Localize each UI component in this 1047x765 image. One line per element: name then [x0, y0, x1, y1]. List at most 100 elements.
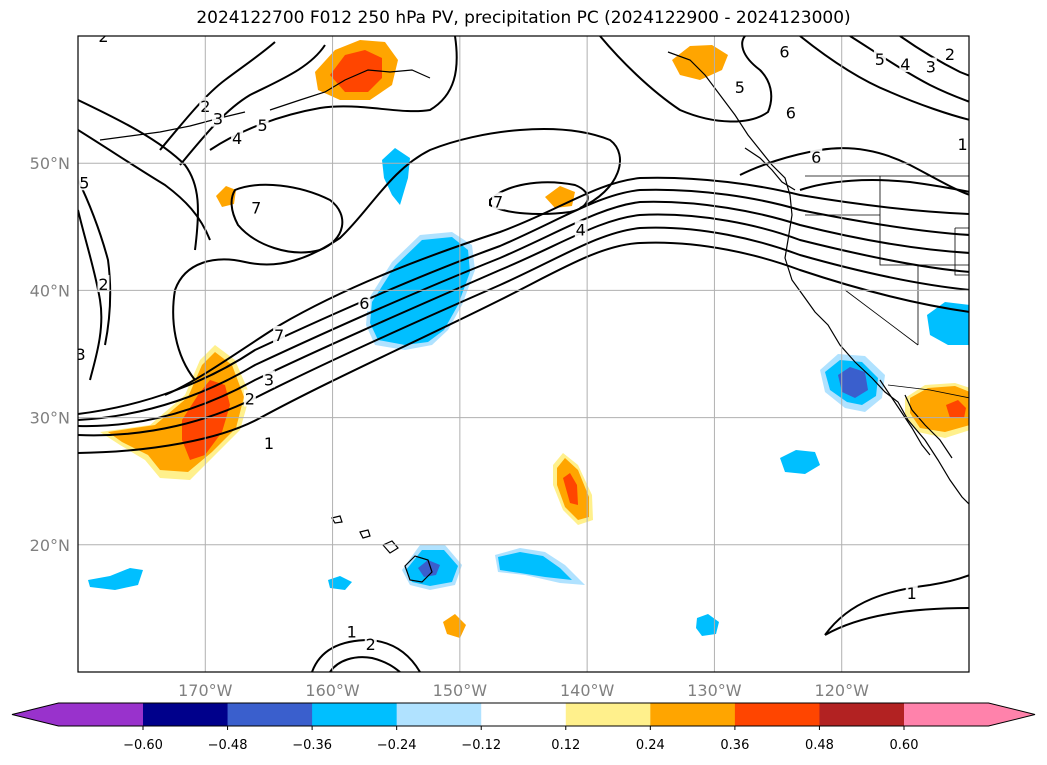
longitude-labels: 170°W 160°W 150°W 140°W 130°W 120°W — [178, 681, 869, 700]
contour-label-bg — [943, 44, 956, 62]
colorbar-tick-label: −0.12 — [461, 738, 501, 753]
baja-california — [879, 379, 931, 456]
pv-contour-se — [824, 574, 969, 636]
contour-label: 1 — [264, 434, 274, 453]
precip-negative-socal-max — [838, 367, 868, 398]
contour-label: 3 — [926, 58, 936, 77]
contour-label-bg — [212, 109, 225, 127]
colorbar-tick-label: −0.48 — [208, 738, 248, 753]
contour-label-bg — [243, 389, 256, 407]
pv-contour-se-2 — [824, 607, 969, 636]
lat-tick-label: 20°N — [30, 536, 70, 555]
contour-label-bg — [262, 370, 275, 388]
pv-contour-7-south — [172, 128, 621, 381]
contour-label: 5 — [875, 50, 885, 69]
colorbar-segment — [734, 703, 820, 726]
pv-contour-north-3 — [159, 41, 276, 151]
contour-label-bg — [364, 635, 377, 653]
lon-tick-label: 160°W — [305, 681, 360, 700]
contour-label: 2 — [98, 27, 108, 46]
colorbar-labels: −0.60 −0.48 −0.36 −0.24 −0.12 0.12 0.24 0.36 0.4… — [123, 726, 918, 753]
pv-contours — [78, 36, 969, 672]
contour-label: 2 — [98, 275, 108, 294]
colorbar-tick-label: 0.60 — [890, 738, 919, 753]
pv-contour-north-1 — [78, 129, 211, 241]
precip-negative-band-core — [498, 552, 572, 580]
contour-label-bg — [810, 147, 823, 165]
colorbar-extend-under — [12, 703, 143, 726]
contour-label: 2 — [366, 635, 376, 654]
pv-contour-5 — [78, 188, 969, 415]
contour-label-bg — [905, 584, 918, 602]
precip-negative-east-pacific — [780, 450, 820, 474]
pv-contour-1 — [78, 241, 969, 454]
contour-label: 2 — [945, 45, 955, 64]
contour-label: 5 — [79, 173, 89, 192]
contour-label-bg — [250, 198, 263, 216]
colorbar-tick-label: 0.36 — [720, 738, 749, 753]
contour-label-bg — [492, 192, 505, 210]
contour-label-bg — [262, 434, 275, 452]
contour-label-bg — [778, 42, 791, 60]
latitude-labels: 50°N 40°N 30°N 20°N — [30, 154, 70, 555]
colorbar-tick-label: −0.36 — [292, 738, 332, 753]
colorbar-tick-label: 0.12 — [551, 738, 580, 753]
border-us-mexico — [887, 384, 969, 399]
contour-label: 1 — [958, 135, 968, 154]
contour-label-bg — [873, 49, 886, 67]
contour-label-bg — [97, 275, 110, 293]
contour-label: 3 — [213, 110, 223, 129]
contour-label-bg — [256, 116, 269, 134]
precip-positive-mexico-core — [910, 386, 969, 432]
precip-negative-small-2 — [328, 576, 352, 590]
contour-label-bg — [733, 77, 746, 95]
precip-positive-small-2 — [545, 186, 575, 208]
contour-label: 6 — [811, 148, 821, 167]
contour-label-bg — [358, 294, 371, 312]
contour-label: 3 — [264, 370, 274, 389]
contour-label-bg — [924, 57, 937, 75]
pv-contour-6 — [164, 176, 969, 396]
border-state-4 — [954, 227, 969, 276]
precip-negative-hawaii-east-max — [418, 560, 440, 577]
contour-label: 4 — [576, 220, 586, 239]
lon-tick-label: 120°W — [815, 681, 870, 700]
contour-label-bg — [97, 36, 110, 44]
contour-label: 3 — [75, 345, 85, 364]
lon-tick-label: 150°W — [433, 681, 488, 700]
contour-label: 7 — [251, 199, 261, 218]
hawaii-maui — [382, 540, 399, 554]
pv-contour-7-small — [489, 181, 589, 215]
pv-contour-ne-2 — [899, 36, 969, 77]
pv-contour-ne-3 — [849, 36, 969, 103]
contour-label: 7 — [274, 326, 284, 345]
pv-contour-west-1 — [78, 209, 103, 381]
gridlines — [78, 36, 969, 672]
contour-label: 6 — [359, 294, 369, 313]
lon-tick-label: 130°W — [687, 681, 742, 700]
contour-label-bg — [273, 325, 286, 343]
hawaii-big-island — [404, 555, 433, 583]
contour-label: 5 — [735, 78, 745, 97]
gulf-of-california — [904, 394, 953, 459]
lon-tick-label: 170°W — [178, 681, 233, 700]
precip-positive-subtropical-max — [563, 473, 578, 505]
pv-contour-north-4 — [179, 44, 326, 166]
precip-positive-gulf-alaska — [672, 45, 728, 80]
contour-label-bg — [899, 54, 912, 72]
lat-tick-label: 30°N — [30, 409, 70, 428]
lat-tick-label: 40°N — [30, 281, 70, 300]
colorbar-tick-label: −0.60 — [123, 738, 163, 753]
colorbar-segment — [650, 703, 736, 726]
contour-label-bg — [345, 622, 358, 640]
contour-label-bg — [574, 220, 587, 238]
precip-negative-far-west — [88, 568, 143, 590]
precip-negative-small-north — [382, 148, 410, 205]
pv-contour-north-2 — [78, 99, 199, 251]
precip-positive-small-3 — [443, 614, 466, 638]
hawaii-oahu — [359, 529, 371, 539]
colorbar-segment — [227, 703, 313, 726]
contour-label-bg — [78, 173, 91, 191]
